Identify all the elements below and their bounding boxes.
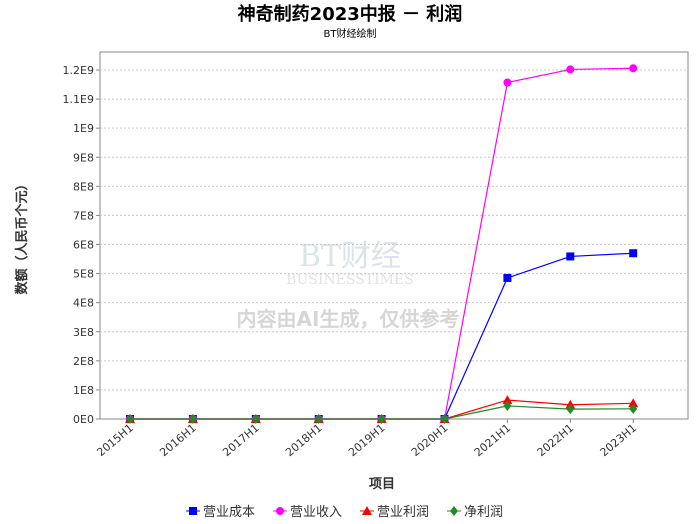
legend-label: 营业收入 [290,505,342,520]
y-tick-label: 3E8 [73,326,94,339]
y-tick-label: 1E8 [73,384,94,397]
data-point [629,64,638,73]
x-tick-label: 2015H1 [94,421,135,459]
chart-title: 神奇制药2023中报 － 利润 [238,3,463,25]
legend-marker [276,507,284,515]
y-tick-label: 5E8 [73,268,94,281]
legend-marker [450,506,458,516]
data-point [503,273,512,282]
x-tick-label: 2020H1 [409,421,450,459]
data-point [629,403,638,414]
y-axis-label: 数额（人民币个元） [14,177,30,294]
chart-subtitle: BT财经绘制 [324,27,377,40]
x-tick-label: 2019H1 [346,421,387,459]
data-point [503,78,512,87]
x-tick-label: 2023H1 [598,421,639,459]
data-point [314,414,323,424]
y-tick-label: 8E8 [73,180,94,193]
data-point [502,395,513,405]
x-tick-label: 2018H1 [283,421,324,459]
data-point [629,249,638,258]
y-tick-label: 1.2E9 [63,64,94,77]
legend-label: 营业成本 [203,505,255,520]
y-tick-label: 1.1E9 [63,93,94,106]
y-tick-label: 9E8 [73,151,94,164]
data-point [566,404,575,415]
watermark-note: 内容由AI生成，仅供参考 [237,307,460,331]
x-tick-label: 2021H1 [472,421,513,459]
x-tick-label: 2016H1 [157,421,198,459]
data-point [126,414,134,424]
data-point [440,414,449,424]
x-axis-label: 项目 [369,477,395,492]
plot-area [99,51,689,420]
data-point [566,65,575,74]
x-tick-label: 2017H1 [220,421,261,459]
data-point [566,252,575,261]
y-tick-label: 2E8 [73,355,94,368]
legend-marker [189,507,197,515]
y-tick-label: 4E8 [73,297,94,310]
data-point [503,400,512,411]
y-tick-label: 7E8 [73,209,94,222]
data-point [628,398,639,408]
y-tick-label: 0E0 [73,413,94,426]
data-point [188,414,197,424]
y-tick-label: 6E8 [73,239,94,252]
legend-marker [362,506,372,515]
legend-label: 营业利润 [377,505,429,520]
watermark-brand-en: BUSINESSTIMES [286,272,414,288]
data-point [251,414,260,424]
data-point [377,414,386,424]
y-tick-label: 1E9 [73,122,94,135]
x-tick-label: 2022H1 [535,421,576,459]
legend-label: 净利润 [464,505,503,520]
